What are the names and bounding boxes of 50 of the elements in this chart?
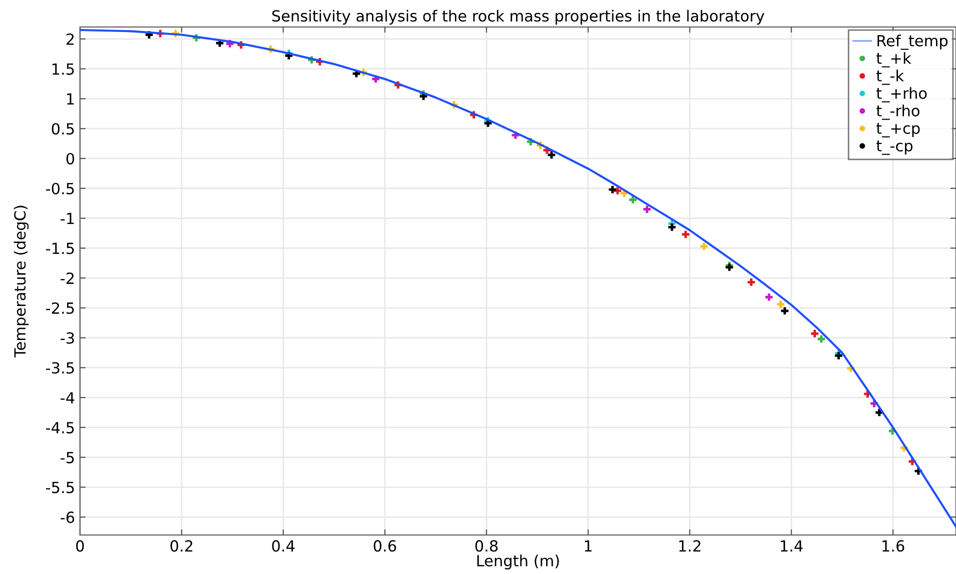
y-tick-label: 1 [67,93,74,105]
legend-label: t_+k [876,52,912,68]
x-tick-label: 0.4 [272,540,295,552]
y-tick-label: -5.5 [46,482,74,494]
y-tick-label: -0.5 [46,182,74,194]
y-tick-label: -6 [60,512,74,524]
x-tick-label: 0.2 [170,540,192,552]
point [700,242,708,250]
y-tick-label: 0 [66,152,74,165]
point [811,330,818,338]
point [668,224,676,231]
y-axis-title: Temperature (degC) [14,206,29,358]
point [781,307,788,315]
point [548,151,556,159]
legend-label: t_-k [876,70,904,85]
x-tick-label: 0 [76,540,84,552]
point [834,352,842,360]
x-tick-label: 1.6 [882,540,904,552]
x-tick-label: 1 [584,540,592,552]
line-series [80,28,956,528]
legend-label: t_-rho [876,104,920,120]
y-tick-label: -1.5 [46,242,74,254]
y-tick-label: -4.5 [46,422,74,434]
point [765,293,773,301]
y-tick-label: -2 [60,272,74,284]
y-tick-label: -3 [60,332,74,344]
legend-label: t_+rho [876,87,927,102]
y-tick-label: 0.5 [52,123,74,135]
legend-label: Ref_temp [878,34,948,50]
point [682,230,690,238]
x-tick-label: 1.4 [780,540,803,552]
y-tick-label: -5 [60,452,74,464]
point [629,196,637,204]
y-tick-label: 2 [66,33,74,45]
chart-title: Sensitivity analysis of the rock mass properties in the laboratory [272,10,764,25]
y-tick-label: 1.5 [52,64,74,75]
legend-label: t_-cp [876,140,912,155]
y-tick-label: -3.5 [46,362,74,374]
y-tick-label: -2.5 [46,302,74,314]
x-axis-title: Length (m) [477,554,559,570]
y-tick-label: -4 [60,392,74,404]
point [777,300,784,308]
point [643,206,651,213]
x-tick-label: 0.6 [374,540,396,552]
legend-label: t_+cp [876,123,920,138]
y-tick-label: -1 [60,212,74,224]
point [818,335,826,343]
point [748,278,755,286]
x-tick-label: 1.2 [679,540,700,552]
x-tick-label: 0.8 [475,540,498,552]
